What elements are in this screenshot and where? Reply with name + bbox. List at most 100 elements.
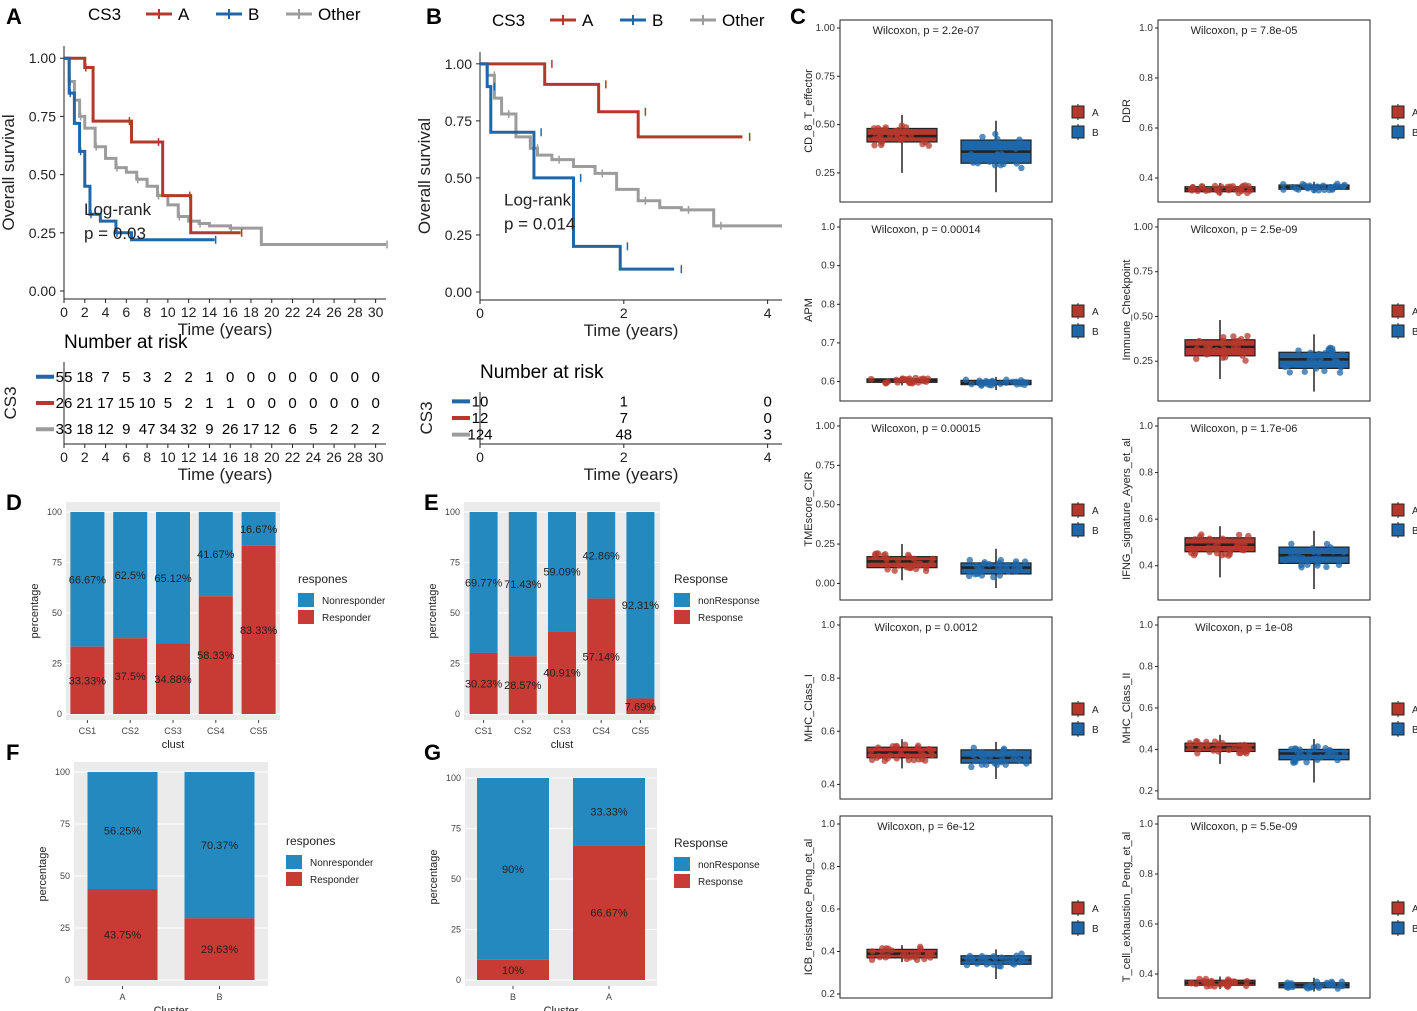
- risk-x-tick-label: 0: [476, 449, 484, 465]
- box-point-b: [963, 961, 971, 969]
- box-point-b: [1336, 369, 1344, 376]
- box-legend-label-a: A: [1412, 506, 1417, 517]
- box-point-b: [1000, 745, 1008, 752]
- risk-x-tick-label: 20: [264, 449, 280, 465]
- box-point-a: [877, 137, 884, 145]
- box-point-a: [1237, 338, 1245, 345]
- box-point-b: [1295, 347, 1302, 354]
- stacked-label-responder: 40.91%: [543, 668, 581, 680]
- box-point-b: [1003, 958, 1010, 965]
- stacked-bar-responder-cs4: [198, 596, 233, 714]
- stacked-legend-title: Response: [674, 836, 728, 850]
- box-point-a: [1222, 354, 1229, 361]
- box-legend-label-a: A: [1412, 904, 1417, 915]
- risk-table-title: Number at risk: [480, 362, 604, 383]
- stacked-legend-label-responder: Responder: [310, 875, 360, 886]
- km-logrank-label: Log-rank: [84, 200, 152, 219]
- box-point-b: [970, 744, 977, 752]
- box-legend-key-a: [1071, 901, 1085, 915]
- stacked-bar-responder-cs5: [626, 698, 655, 714]
- risk-cell: 26: [56, 395, 73, 412]
- box-point-b: [990, 379, 998, 387]
- box-point-b: [971, 570, 979, 578]
- box-point-b: [1022, 956, 1029, 963]
- box-point-a: [1244, 332, 1251, 340]
- box-point-a: [1211, 983, 1218, 990]
- box-point-b: [1332, 750, 1339, 757]
- box-y-tick-label: 1.0: [1139, 421, 1153, 432]
- km-y-tick-label: 0.00: [29, 283, 56, 299]
- box-y-tick-label: 0.4: [1139, 744, 1153, 755]
- risk-x-tick-label: 26: [326, 449, 342, 465]
- stacked-label-nonresponder: 41.67%: [197, 549, 235, 561]
- box-y-tick-label: 0.75: [1134, 267, 1154, 278]
- box-point-b: [995, 751, 1002, 758]
- risk-cell: 47: [139, 421, 156, 438]
- box-point-a: [926, 745, 933, 753]
- risk-cell: 33: [56, 421, 73, 438]
- km-legend-label-other: Other: [722, 11, 765, 30]
- box-legend-key-a: [1391, 105, 1405, 119]
- stacked-y-tick-label: 0: [456, 975, 461, 985]
- box-point-b: [1340, 549, 1347, 556]
- risk-y-label: CS3: [417, 401, 436, 434]
- box-point-a: [893, 755, 900, 762]
- box-y-tick-label: 1.00: [816, 421, 836, 432]
- box-point-a: [886, 132, 894, 140]
- stacked-bar-nonresponder-cs1: [469, 512, 498, 653]
- box-point-b: [998, 150, 1005, 158]
- stacked-y-tick-label: 25: [451, 925, 461, 935]
- box-point-a: [1241, 741, 1248, 749]
- box-point-a: [880, 552, 887, 559]
- box-point-a: [916, 943, 924, 951]
- box-point-b: [976, 142, 983, 149]
- box-point-b: [1309, 556, 1316, 563]
- box-point-a: [1188, 979, 1195, 987]
- box-point-a: [869, 948, 876, 955]
- box-point-b: [1340, 183, 1347, 190]
- box-y-tick-label: 1.00: [1134, 222, 1154, 233]
- box-legend-label-b: B: [1412, 924, 1417, 935]
- stacked-x-label: clust: [162, 739, 185, 751]
- stacked-y-tick-label: 75: [451, 824, 461, 834]
- box-panel-frame: [1157, 815, 1371, 999]
- box-point-b: [1280, 186, 1287, 193]
- risk-cell: 124: [467, 427, 492, 444]
- stacked-label-responder: 43.75%: [104, 930, 142, 942]
- risk-x-tick-label: 6: [122, 449, 130, 465]
- km-x-tick-label: 0: [60, 304, 68, 320]
- box-y-tick-label: 0.4: [821, 947, 835, 958]
- stacked-bar-responder-b: [477, 959, 549, 980]
- box-panel-frame: [839, 616, 1053, 800]
- box-legend-key-a: [1071, 105, 1085, 119]
- stacked-bar-responder-cs5: [241, 545, 276, 714]
- box-point-b: [1016, 958, 1023, 966]
- box-point-b: [1306, 749, 1313, 756]
- stacked-x-tick-label: CS1: [79, 726, 97, 736]
- risk-cell: 5: [309, 421, 317, 438]
- box-point-b: [969, 143, 976, 151]
- box-point-b: [1298, 564, 1305, 571]
- km-legend-label-other: Other: [318, 5, 361, 24]
- km-x-label: Time (years): [178, 320, 273, 339]
- box-y-tick-label: 0.50: [1134, 311, 1154, 322]
- box-y-tick-label: 0.6: [1139, 919, 1153, 930]
- box-point-b: [976, 377, 983, 384]
- box-point-a: [1241, 748, 1248, 756]
- box-point-a: [1188, 549, 1195, 557]
- box-point-a: [910, 756, 918, 764]
- box-point-a: [897, 750, 905, 757]
- box-point-b: [1313, 978, 1321, 985]
- box-stat-label: Wilcoxon, p = 0.0012: [874, 622, 977, 634]
- km-logrank-label: Log-rank: [504, 191, 572, 210]
- box-point-b: [1329, 982, 1337, 989]
- box-point-b: [964, 955, 971, 962]
- box-point-b: [1295, 186, 1302, 193]
- box-point-a: [1220, 333, 1227, 341]
- stacked-label-responder: 33.33%: [69, 675, 107, 687]
- stacked-legend-label-nonresponder: Nonresponder: [322, 596, 386, 607]
- stacked-bar-nonresponder-b: [477, 778, 549, 960]
- box-legend-key-b: [1071, 722, 1085, 736]
- stacked-bar-responder-cs3: [548, 631, 576, 714]
- risk-cell: 2: [164, 369, 172, 386]
